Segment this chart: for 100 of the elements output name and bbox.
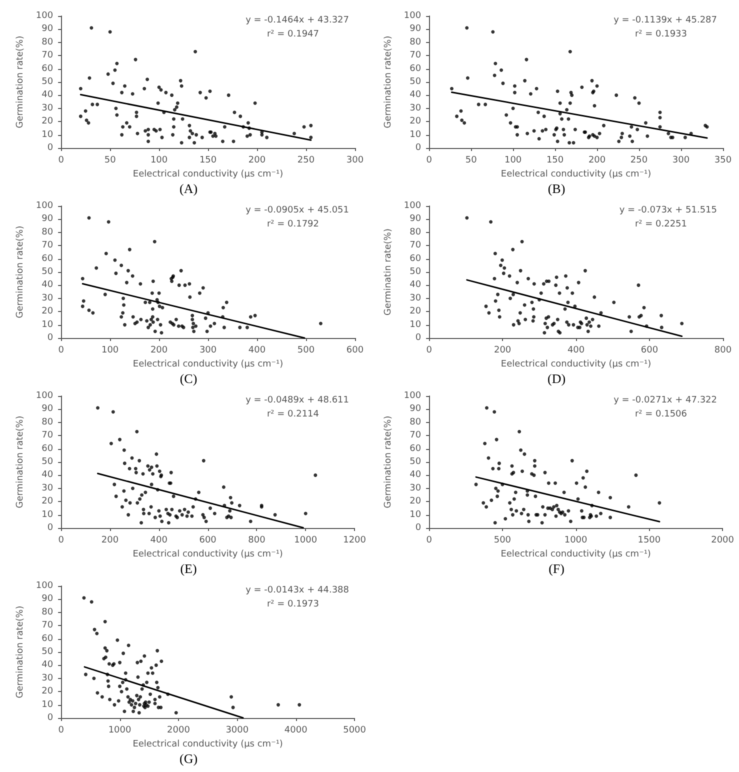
y-tick-label: 0 — [415, 333, 422, 343]
x-tick-label: 0 — [426, 346, 432, 356]
y-tick-label: 60 — [42, 254, 54, 264]
y-tick-label: 70 — [410, 50, 422, 61]
x-tick-label: 0 — [58, 726, 64, 736]
x-tick-label: 4000 — [284, 726, 308, 736]
x-tick-label: 600 — [346, 346, 364, 356]
y-tick-label: 40 — [410, 90, 422, 100]
y-tick-label: 50 — [410, 267, 422, 277]
y-tick-label: 10 — [42, 700, 54, 710]
y-tick-label: 100 — [404, 201, 422, 211]
y-tick-label: 0 — [415, 523, 422, 533]
x-axis-title: Eelectrical conductivity (μs cm⁻¹) — [132, 549, 283, 560]
y-tick-label: 50 — [42, 457, 54, 467]
y-tick-label: 50 — [42, 647, 54, 657]
x-axis-title: Eelectrical conductivity (μs cm⁻¹) — [132, 359, 284, 370]
annotation: y = -0.0143x + 44.388 — [246, 586, 350, 596]
x-tick-label: 200 — [248, 156, 266, 166]
y-tick-label: 60 — [42, 64, 54, 74]
x-tick-label: 1000 — [564, 536, 588, 546]
y-tick-label: 50 — [42, 267, 54, 277]
x-axis-title: Eelectrical conductivity (μs cm⁻¹) — [500, 549, 651, 560]
y-tick-label: 60 — [410, 254, 422, 264]
y-tick-label: 30 — [42, 483, 54, 494]
annotation: y = -0.0905x + 45.051 — [246, 206, 350, 216]
x-tick-label: 1000 — [108, 726, 132, 736]
x-tick-label: 200 — [588, 156, 606, 166]
y-axis-title: Germination rate(%) — [16, 36, 26, 128]
x-tick-label: 100 — [504, 156, 522, 166]
y-tick-label: 10 — [410, 320, 422, 330]
y-tick-label: 10 — [42, 130, 54, 140]
y-tick-label: 40 — [42, 90, 54, 100]
y-tick-label: 100 — [404, 11, 422, 21]
annotation: y = -0.1464x + 43.327 — [246, 16, 350, 26]
y-tick-label: 20 — [42, 306, 54, 317]
x-tick-label: 150 — [546, 156, 564, 166]
x-tick-label: 0 — [58, 156, 64, 166]
x-tick-label: 0 — [426, 156, 432, 166]
y-tick-label: 80 — [410, 37, 422, 48]
y-tick-label: 0 — [415, 143, 422, 153]
y-tick-label: 60 — [42, 444, 54, 454]
annotation: y = -0.0489x + 48.611 — [246, 396, 350, 406]
x-axis-title: Eelectrical conductivity (μs cm⁻¹) — [132, 739, 283, 750]
y-tick-label: 30 — [410, 293, 422, 304]
y-tick-label: 30 — [410, 483, 422, 494]
y-tick-label: 70 — [42, 620, 54, 631]
y-tick-label: 70 — [42, 240, 54, 251]
y-tick-label: 20 — [410, 496, 422, 507]
y-tick-label: 100 — [36, 391, 54, 401]
y-tick-label: 0 — [47, 143, 54, 153]
x-tick-label: 1200 — [343, 536, 366, 546]
x-tick-label: 250 — [630, 156, 648, 166]
x-tick-label: 100 — [150, 156, 168, 166]
x-axis-title: Eelectrical conductivity (μs cm⁻¹) — [500, 169, 652, 180]
y-tick-label: 10 — [410, 510, 422, 520]
x-tick-label: 0 — [58, 346, 64, 356]
x-tick-label: 100 — [101, 346, 119, 356]
y-tick-label: 70 — [410, 430, 422, 441]
x-tick-label: 400 — [150, 536, 168, 546]
y-axis-title: Germination rate(%) — [384, 416, 394, 508]
y-tick-label: 50 — [42, 77, 54, 87]
y-tick-label: 90 — [42, 24, 54, 34]
x-tick-label: 0 — [426, 536, 432, 546]
x-tick-label: 300 — [199, 346, 217, 356]
x-tick-label: 2000 — [711, 536, 734, 546]
text: (F) — [548, 561, 564, 576]
y-tick-label: 30 — [42, 673, 54, 684]
text: (C) — [180, 371, 198, 386]
y-tick-label: 80 — [42, 417, 54, 428]
x-tick-label: 500 — [297, 346, 315, 356]
x-axis-title: Eelectrical conductivity (μs cm⁻¹) — [500, 359, 652, 370]
y-tick-label: 80 — [42, 607, 54, 618]
x-tick-label: 1500 — [638, 536, 661, 546]
annotation: r² = 0.1506 — [634, 410, 688, 420]
y-tick-label: 60 — [410, 444, 422, 454]
x-tick-label: 200 — [494, 346, 512, 356]
y-tick-label: 30 — [42, 103, 54, 114]
y-tick-label: 60 — [42, 634, 54, 644]
y-tick-label: 90 — [42, 404, 54, 414]
y-tick-label: 70 — [42, 430, 54, 441]
y-tick-label: 30 — [410, 103, 422, 114]
y-tick-label: 90 — [42, 214, 54, 224]
x-tick-label: 250 — [297, 156, 315, 166]
annotation: r² = 0.2251 — [634, 220, 687, 230]
y-tick-label: 100 — [36, 581, 54, 591]
x-tick-label: 50 — [465, 156, 478, 166]
x-tick-label: 200 — [150, 346, 168, 356]
x-tick-label: 800 — [248, 536, 266, 546]
text: (A) — [179, 181, 198, 196]
x-tick-label: 2000 — [167, 726, 190, 736]
annotation: r² = 0.1792 — [266, 220, 319, 230]
y-tick-label: 90 — [410, 214, 422, 224]
y-tick-label: 20 — [42, 496, 54, 507]
annotation: r² = 0.1933 — [634, 30, 687, 40]
annotation: y = -0.1139x + 45.287 — [614, 16, 718, 26]
y-tick-label: 90 — [410, 24, 422, 34]
y-tick-label: 80 — [42, 227, 54, 238]
annotation: y = -0.0271x + 47.322 — [614, 396, 718, 406]
y-tick-label: 100 — [36, 11, 54, 21]
text: (E) — [180, 561, 197, 576]
